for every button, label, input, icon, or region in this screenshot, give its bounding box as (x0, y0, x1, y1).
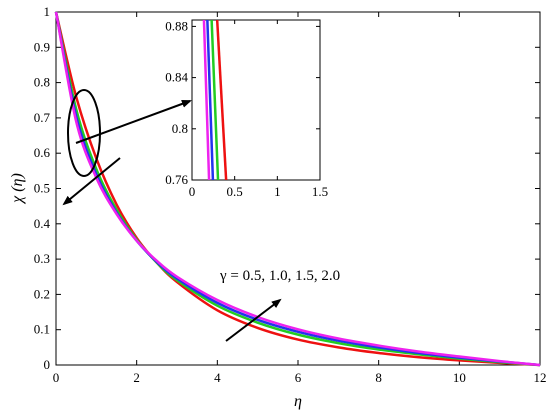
inset-x-tick-label: 1 (274, 184, 281, 199)
x-tick-label: 0 (53, 370, 60, 385)
inset-series-line-2 (210, 20, 220, 180)
inset-series-line-3 (206, 20, 215, 180)
y-tick-label: 0.5 (34, 181, 50, 196)
x-tick-label: 12 (534, 370, 547, 385)
x-tick-label: 8 (375, 370, 382, 385)
inset-y-tick-label: 0.84 (165, 70, 188, 85)
y-tick-label: 0.7 (34, 110, 51, 125)
inset-y-axis-ticks: 0.76 0.8 0.84 0.88 (165, 18, 320, 187)
highlight-ellipse (67, 89, 101, 177)
zoom-arrow (75, 100, 192, 144)
inset-plot: 0 0.5 1 1.5 0.76 0.8 0.84 0.88 (165, 18, 328, 199)
y-tick-label: 0.1 (34, 322, 50, 337)
inset-x-axis-ticks: 0 0.5 1 1.5 (189, 20, 328, 199)
series-lines (54, 11, 541, 367)
gamma-annotation: γ = 0.5, 1.0, 1.5, 2.0 (219, 268, 340, 284)
inset-y-tick-label: 0.8 (172, 121, 188, 136)
x-axis-label: η (294, 393, 302, 410)
inset-series-lines (202, 20, 228, 180)
x-tick-label: 4 (214, 370, 221, 385)
series-line-1 (54, 11, 541, 367)
series-line-3 (54, 11, 541, 367)
inset-x-tick-label: 1.5 (312, 184, 328, 199)
y-tick-label: 0.6 (34, 145, 51, 160)
x-tick-label: 2 (133, 370, 140, 385)
x-tick-label: 6 (295, 370, 302, 385)
y-axis-label: χ (η) (9, 173, 26, 205)
y-tick-label: 0 (44, 357, 51, 372)
inset-x-tick-label: 0 (189, 184, 196, 199)
y-axis-ticks: 0 0.1 0.2 0.3 0.4 0.5 0.6 0.7 0.8 0.9 1 (34, 4, 540, 372)
trend-arrow-down (62, 157, 121, 206)
y-tick-label: 1 (44, 4, 51, 19)
series-line-4 (54, 11, 541, 367)
inset-x-tick-label: 0.5 (227, 184, 243, 199)
y-tick-label: 0.4 (34, 216, 51, 231)
inset-series-line-4 (202, 20, 211, 180)
inset-series-line-1 (215, 20, 228, 180)
y-tick-label: 0.8 (34, 75, 50, 90)
x-tick-label: 10 (453, 370, 466, 385)
y-tick-label: 0.3 (34, 251, 50, 266)
y-tick-label: 0.2 (34, 286, 50, 301)
inset-y-tick-label: 0.88 (165, 18, 188, 33)
y-tick-label: 0.9 (34, 39, 50, 54)
inset-y-tick-label: 0.76 (165, 172, 188, 187)
trend-arrow-up (225, 298, 282, 342)
